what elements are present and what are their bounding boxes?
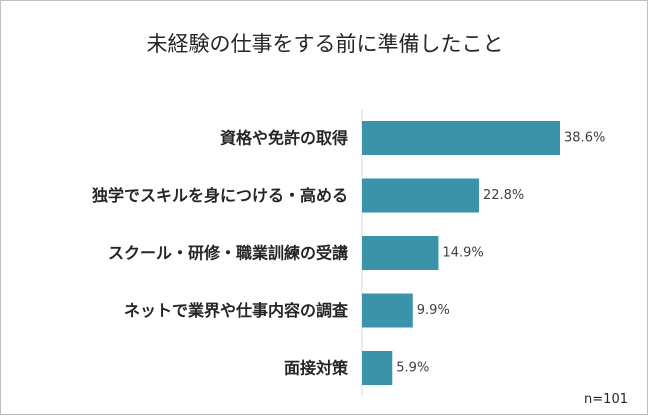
bar	[362, 236, 439, 270]
chart-title: 未経験の仕事をする前に準備したこと	[146, 32, 504, 56]
category-label: スクール・研修・職業訓練の受講	[108, 244, 348, 263]
value-label: 5.9%	[396, 361, 429, 376]
bar	[362, 178, 479, 213]
category-label: 面接対策	[284, 359, 349, 378]
category-label: 独学でスキルを身につける・高める	[92, 186, 348, 205]
bar	[362, 293, 413, 328]
sample-size-note: n=101	[584, 392, 628, 407]
value-label: 9.9%	[417, 303, 450, 318]
value-label: 38.6%	[564, 131, 605, 146]
category-label: 資格や免許の取得	[220, 129, 348, 148]
bar	[362, 121, 561, 155]
bar	[362, 351, 393, 385]
value-label: 14.9%	[442, 246, 483, 261]
value-label: 22.8%	[483, 188, 524, 203]
category-label: ネットで業界や仕事内容の調査	[124, 301, 348, 320]
